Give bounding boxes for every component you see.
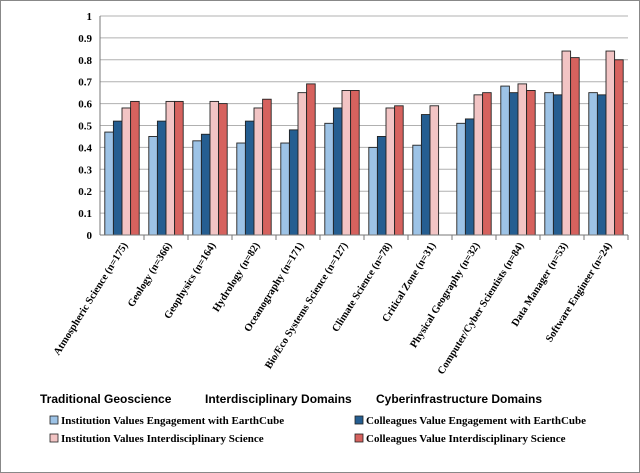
bar	[385, 107, 396, 236]
bar	[473, 94, 484, 236]
legend-swatch	[49, 415, 59, 425]
y-tick-label: 0.7	[78, 77, 92, 89]
y-tick-label: 0.9	[78, 33, 92, 45]
bar	[508, 92, 519, 236]
legend-swatch	[354, 433, 364, 443]
group-label-traditional: Traditional Geoscience	[40, 392, 172, 406]
y-tick-label: 0.4	[78, 142, 92, 154]
bar	[517, 83, 528, 236]
bar	[376, 135, 387, 236]
bar	[130, 100, 140, 236]
bar	[544, 92, 554, 236]
bar	[429, 105, 440, 236]
y-tick-label: 0.2	[78, 186, 92, 198]
bar	[394, 105, 404, 236]
bar	[614, 59, 624, 236]
y-tick-label: 0	[87, 230, 93, 242]
bar	[420, 114, 431, 236]
y-tick-label: 1	[87, 11, 93, 23]
y-tick-label: 0.1	[78, 208, 92, 220]
bar	[368, 146, 378, 236]
bar	[244, 120, 255, 236]
bar	[192, 140, 202, 236]
bar	[112, 120, 123, 236]
bar	[456, 122, 466, 236]
bar	[262, 98, 272, 236]
bar	[464, 118, 475, 236]
bar	[218, 103, 228, 236]
bar	[570, 57, 580, 236]
bar	[350, 90, 360, 236]
bar	[148, 135, 158, 236]
bar	[156, 120, 167, 236]
group-label-cyberinfrastructure: Cyberinfrastructure Domains	[376, 392, 542, 406]
legend-swatch	[49, 433, 59, 443]
bar	[412, 144, 422, 236]
bar	[561, 50, 572, 236]
bar	[121, 107, 132, 236]
bar	[324, 122, 334, 236]
bar	[526, 90, 536, 236]
y-tick-label: 0.6	[78, 99, 92, 111]
bar	[588, 92, 598, 236]
legend: Institution Values Engagement with Earth…	[49, 415, 586, 445]
bar	[341, 90, 352, 236]
bar	[596, 94, 607, 236]
bar	[552, 94, 563, 236]
y-tick-label: 0.3	[78, 164, 92, 176]
legend-label: Colleagues Value Engagement with EarthCu…	[366, 415, 586, 427]
legend-label: Colleagues Value Interdisciplinary Scien…	[366, 433, 566, 445]
bar	[280, 142, 290, 236]
bar	[306, 83, 316, 236]
group-label-interdisciplinary: Interdisciplinary Domains	[205, 392, 352, 406]
bar	[165, 100, 176, 236]
bar	[500, 85, 510, 236]
bar	[104, 131, 114, 236]
legend-label: Institution Values Interdisciplinary Sci…	[61, 433, 264, 445]
bar	[236, 142, 246, 236]
bar	[253, 107, 264, 236]
bar	[605, 50, 616, 236]
bar	[174, 100, 184, 236]
y-tick-label: 0.8	[78, 55, 92, 67]
bar	[482, 92, 492, 236]
legend-label: Institution Values Engagement with Earth…	[61, 415, 284, 427]
bar	[200, 133, 211, 236]
bar	[209, 100, 220, 236]
bar	[332, 107, 343, 236]
bar	[288, 129, 299, 236]
y-tick-label: 0.5	[78, 121, 92, 133]
legend-swatch	[354, 415, 364, 425]
bar	[297, 92, 308, 236]
